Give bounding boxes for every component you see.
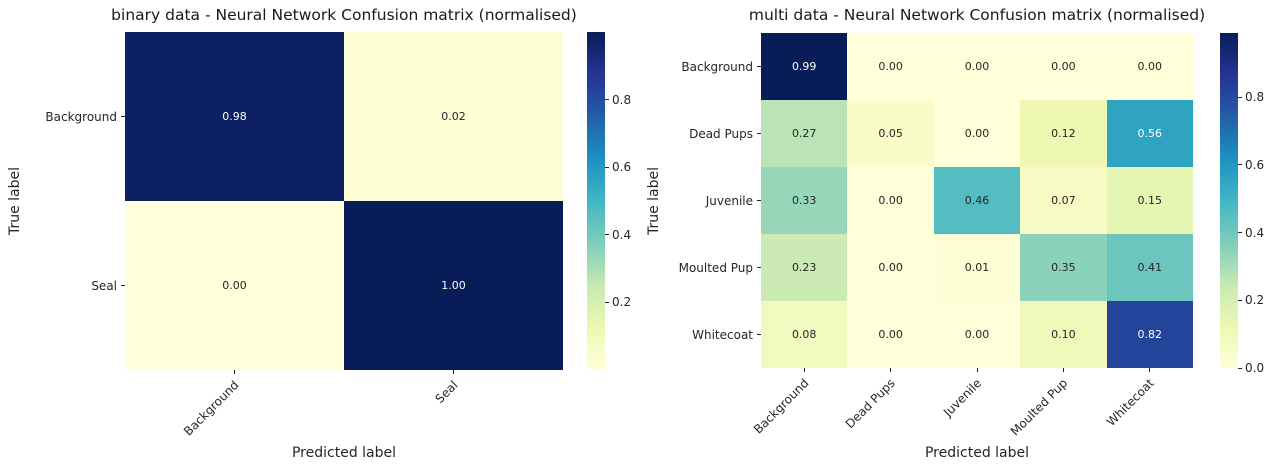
y-tick [757, 267, 761, 268]
colorbar-tick-label: 0.6 [1245, 157, 1265, 172]
heatmap-cell-juvenile-moulted-pup: 0.07 [1020, 167, 1107, 234]
x-tick [453, 370, 454, 374]
colorbar-tick [1238, 164, 1242, 166]
heatmap-cell-moulted-pup-dead-pups: 0.00 [847, 234, 934, 301]
heatmap-cell-background-background: 0.98 [125, 32, 344, 201]
heatmap-cell-whitecoat-juvenile: 0.00 [933, 301, 1021, 368]
x-tick [1149, 368, 1151, 372]
heatmap-cell-dead-pups-dead-pups: 0.05 [847, 100, 934, 167]
binary-heatmap: 0.98 0.02 0.00 1.00 [125, 32, 563, 370]
colorbar-tick-label: 0.0 [1245, 361, 1265, 375]
heatmap-cell-juvenile-whitecoat: 0.15 [1106, 167, 1193, 234]
binary-colorbar [587, 32, 605, 370]
multi-heatmap: 0.99 0.00 0.00 0.00 0.00 0.27 0.05 0.00 0.12 0.56… [761, 33, 1193, 368]
colorbar-tick-label: 0.2 [1245, 293, 1265, 308]
heatmap-cell-moulted-pup-whitecoat: 0.41 [1106, 234, 1193, 301]
xtick-label-background: Background [750, 376, 812, 437]
colorbar-tick [605, 99, 609, 101]
heatmap-cell-dead-pups-background: 0.27 [761, 100, 848, 167]
x-tick [890, 368, 892, 372]
heatmap-cell-whitecoat-whitecoat: 0.82 [1106, 301, 1193, 368]
xtick-label-dead-pups: Dead Pups [842, 376, 898, 432]
colorbar-tick-label: 0.4 [1245, 225, 1265, 240]
heatmap-cell-dead-pups-moulted-pup: 0.12 [1020, 100, 1107, 167]
heatmap-cell-dead-pups-whitecoat: 0.56 [1106, 100, 1193, 167]
multi-colorbar [1220, 33, 1238, 368]
heatmap-cell-background-background: 0.99 [761, 33, 848, 100]
x-tick [803, 368, 805, 372]
heatmap-cell-background-dead-pups: 0.00 [847, 33, 934, 100]
ytick-label-moulted-pup: Moulted Pup [678, 260, 753, 275]
heatmap-cell-moulted-pup-background: 0.23 [761, 234, 848, 301]
heatmap-cell-juvenile-dead-pups: 0.00 [847, 167, 934, 234]
y-tick [757, 133, 761, 134]
multi-yaxis-label: True label [646, 166, 662, 235]
colorbar-tick-label: 0.2 [612, 295, 632, 310]
y-tick [757, 66, 761, 67]
heatmap-cell-moulted-pup-juvenile: 0.01 [933, 234, 1021, 301]
y-tick [757, 200, 761, 201]
heatmap-cell-whitecoat-moulted-pup: 0.10 [1020, 301, 1107, 368]
heatmap-cell-background-seal: 0.02 [344, 32, 563, 201]
heatmap-cell-dead-pups-juvenile: 0.00 [933, 100, 1021, 167]
ytick-label-background: Background [681, 59, 753, 74]
xtick-label-moulted-pup: Moulted Pup [1007, 376, 1071, 439]
multi-xaxis-label: Predicted label [924, 445, 1030, 461]
ytick-label-dead-pups: Dead Pups [689, 126, 753, 141]
ytick-label-background: Background [45, 109, 117, 124]
binary-xaxis-label: Predicted label [291, 445, 397, 461]
colorbar-tick-label: 0.8 [612, 92, 632, 107]
multi-chart-title: multi data - Neural Network Confusion ma… [748, 6, 1206, 24]
binary-chart-title: binary data - Neural Network Confusion m… [111, 6, 577, 24]
xtick-label-juvenile: Juvenile [940, 376, 984, 420]
x-tick [976, 368, 978, 372]
colorbar-tick-label: 0.8 [1245, 90, 1265, 105]
heatmap-cell-juvenile-background: 0.33 [761, 167, 848, 234]
heatmap-cell-seal-seal: 1.00 [344, 201, 563, 370]
ytick-label-whitecoat: Whitecoat [692, 327, 753, 342]
colorbar-tick [605, 166, 609, 168]
colorbar-tick [1238, 299, 1242, 301]
heatmap-cell-background-juvenile: 0.00 [933, 33, 1021, 100]
x-tick [234, 370, 235, 374]
colorbar-tick-label: 0.4 [612, 227, 632, 242]
heatmap-cell-background-whitecoat: 0.00 [1106, 33, 1193, 100]
heatmap-cell-whitecoat-dead-pups: 0.00 [847, 301, 934, 368]
ytick-label-seal: Seal [91, 278, 117, 293]
heatmap-cell-seal-background: 0.00 [125, 201, 344, 370]
heatmap-cell-whitecoat-background: 0.08 [761, 301, 848, 368]
colorbar-tick [605, 234, 609, 236]
ytick-label-juvenile: Juvenile [705, 193, 753, 208]
colorbar-tick [1238, 367, 1242, 369]
heatmap-cell-juvenile-juvenile: 0.46 [933, 167, 1021, 234]
y-tick [121, 116, 125, 117]
y-tick [121, 285, 125, 286]
colorbar-tick [1238, 96, 1242, 98]
x-tick [1062, 368, 1064, 372]
colorbar-tick [605, 301, 609, 303]
heatmap-cell-moulted-pup-moulted-pup: 0.35 [1020, 234, 1107, 301]
colorbar-tick-label: 0.6 [612, 160, 632, 175]
colorbar-tick [1238, 232, 1242, 234]
xtick-label-whitecoat: Whitecoat [1103, 376, 1157, 429]
heatmap-cell-background-moulted-pup: 0.00 [1020, 33, 1107, 100]
y-tick [757, 334, 761, 335]
